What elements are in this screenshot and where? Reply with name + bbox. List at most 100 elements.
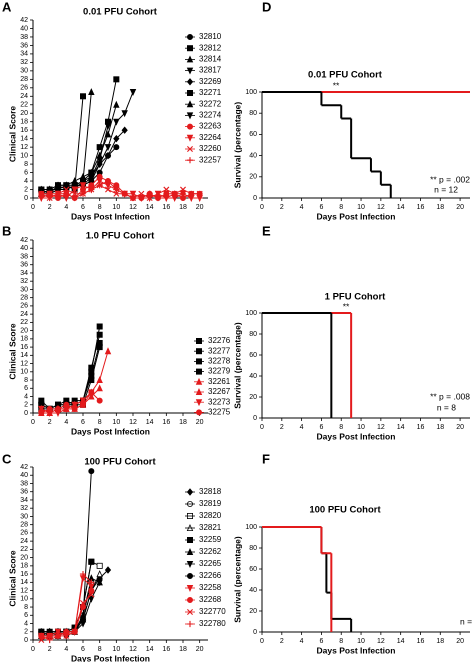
y-tick-label: 12 [20,587,28,594]
data-point [63,628,70,635]
x-tick-label: 12 [377,204,385,211]
x-tick-label: 14 [397,204,405,211]
y-tick-label: 20 [20,554,28,561]
y-tick-label: 16 [20,344,28,351]
data-point [104,177,112,185]
y-tick-label: 26 [20,303,28,310]
x-tick-label: 20 [456,204,464,211]
y-tick-label: 80 [249,545,257,552]
x-tick-label: 0 [31,204,35,211]
x-tick-label: 20 [456,638,464,645]
panel-letter: D [262,0,271,14]
x-tick-label: 8 [98,204,102,211]
legend-label: 32278 [208,357,231,366]
chart-title: 1 PFU Cohort [325,292,387,303]
data-point [196,194,203,202]
y-tick-label: 10 [20,152,28,159]
data-point [63,186,70,193]
y-tick-label: 0 [24,637,28,644]
data-point [104,122,112,130]
x-tick-label: 16 [162,646,170,653]
legend-label: 32258 [199,583,222,592]
data-point [146,195,153,201]
panel-letter: A [2,0,12,14]
data-point [38,190,45,197]
data-point [138,190,145,197]
x-tick-label: 16 [417,424,425,431]
y-tick-label: 22 [20,546,28,553]
data-point [80,599,86,606]
x-tick-label: 2 [280,204,284,211]
annotation: ** [343,301,350,311]
legend-label: 32266 [199,571,222,580]
y-tick-label: 16 [20,127,28,134]
x-tick-label: 6 [319,424,323,431]
data-point [179,190,187,197]
data-point [154,194,162,202]
x-tick-label: 20 [196,204,204,211]
x-tick-label: 18 [179,204,187,211]
y-tick-label: 40 [249,152,257,159]
data-point [96,376,103,384]
y-tick-label: 38 [20,480,28,487]
y-tick-label: 18 [20,119,28,126]
y-tick-label: 2 [24,186,28,193]
data-point [88,591,95,598]
x-tick-label: 4 [64,646,68,653]
x-tick-label: 0 [260,424,264,431]
legend-label: 32819 [199,499,222,508]
data-point [104,144,112,152]
x-tick-label: 8 [339,638,343,645]
legend-label: 32277 [208,346,231,355]
y-tick-label: 12 [20,144,28,151]
y-tick-label: 4 [24,178,28,185]
chart-title: 100 PFU Cohort [309,505,381,516]
y-tick-label: 4 [24,393,28,400]
y-tick-label: 30 [20,68,28,75]
data-point [113,190,120,197]
data-point [96,156,103,164]
legend-label: 32265 [199,559,222,568]
legend-label: 32810 [199,32,222,41]
annotation: ** p = .008 [430,391,470,401]
x-tick-label: 10 [357,638,365,645]
data-point [46,190,53,198]
x-tick-label: 10 [357,424,365,431]
series-line [41,79,117,191]
data-point [88,186,95,193]
x-tick-label: 14 [397,424,405,431]
y-tick-label: 32 [20,505,28,512]
y-tick-label: 2 [24,629,28,636]
y-tick-label: 18 [20,336,28,343]
x-tick-label: 12 [377,638,385,645]
data-point [88,389,95,396]
data-point [80,616,87,623]
legend-label: 32274 [199,111,222,120]
data-point [71,190,78,197]
data-point [88,173,95,181]
data-point [46,632,53,639]
y-tick-label: 32 [20,278,28,285]
data-point [54,186,62,194]
y-tick-label: 20 [20,327,28,334]
data-point [180,186,186,193]
y-tick-label: 22 [20,319,28,326]
y-tick-label: 0 [253,195,257,202]
legend-label: 322770 [199,607,226,616]
data-point [88,468,95,475]
data-point [88,579,95,586]
annotation: n = 8 [437,402,456,412]
data-point [38,409,45,416]
x-tick-label: 10 [357,204,365,211]
data-point [71,182,78,190]
data-point [96,579,103,587]
chart-title: 0.01 PFU Cohort [308,70,383,81]
data-point [88,377,95,384]
x-tick-label: 20 [196,419,204,426]
data-point [121,190,128,197]
y-tick-label: 8 [24,161,28,168]
data-point [38,637,45,643]
y-tick-label: 34 [20,497,28,504]
data-point [104,130,112,138]
x-tick-label: 2 [280,638,284,645]
